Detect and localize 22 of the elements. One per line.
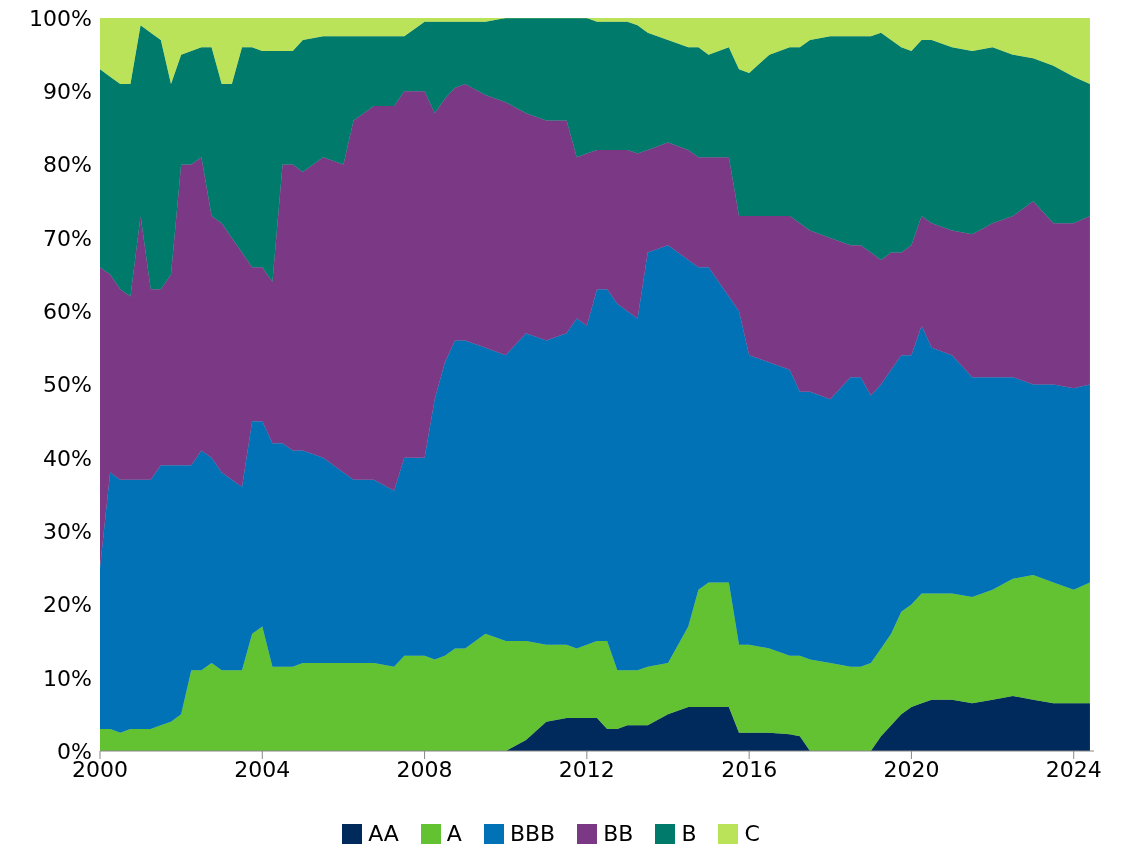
y-tick-label: 60% (43, 299, 92, 325)
y-tick-label: 50% (43, 372, 92, 398)
y-tick-label: 20% (43, 592, 92, 618)
y-tick-label: 30% (43, 518, 92, 544)
x-tick-label: 2012 (558, 756, 615, 782)
legend-label: BB (603, 821, 634, 846)
legend-label: A (446, 821, 462, 846)
x-tick-label: 2020 (883, 756, 940, 782)
legend-label: C (744, 821, 760, 846)
y-tick-label: 40% (43, 445, 92, 471)
y-tick-label: 100% (29, 5, 92, 31)
y-tick-label: 80% (43, 152, 92, 178)
x-tick-label: 2024 (1045, 756, 1102, 782)
y-tick-label: 10% (43, 665, 92, 691)
legend-label: B (681, 821, 697, 846)
y-tick-label: 90% (43, 79, 92, 105)
legend-label: BBB (509, 821, 556, 846)
x-tick-label: 2004 (234, 756, 291, 782)
legend-label: AA (368, 821, 399, 846)
x-tick-label: 2008 (396, 756, 453, 782)
x-tick-label: 2016 (721, 756, 778, 782)
y-tick-label: 70% (43, 225, 92, 251)
